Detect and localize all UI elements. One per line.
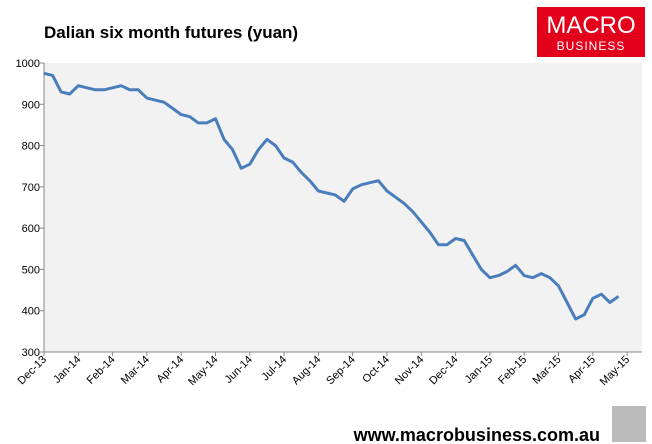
x-tick-label: Sep-14 [324,354,358,388]
x-tick-label: Jun-14 [223,354,255,386]
x-tick-label: Oct-14 [360,354,392,386]
data-line [43,71,620,321]
y-tick-label: 500 [22,264,40,276]
x-tick-label: Mar-14 [119,354,152,387]
x-tick-label: Jul-14 [260,354,290,384]
wolf-icon [612,406,646,442]
y-tick-label: 800 [22,141,40,153]
logo-text: MACRO [546,12,635,39]
chart-title: Dalian six month futures (yuan) [44,23,298,42]
y-tick-label: 900 [22,99,40,111]
y-tick-label: 400 [22,306,40,318]
logo-text: BUSINESS [557,39,626,53]
source: www.macrobusiness.com.au [353,425,600,444]
x-tick-label: Jan-14 [51,354,83,386]
x-tick-label: Feb-15 [496,354,529,387]
x-tick-label: Nov-14 [393,354,427,388]
x-tick-label: May-14 [186,354,220,388]
x-tick-label: Dec-14 [427,354,461,388]
x-tick-label: Jan-15 [463,354,495,386]
y-tick-label: 700 [22,182,40,194]
x-tick-label: Feb-14 [85,354,118,387]
y-tick-label: 300 [22,347,40,359]
x-tick-label: May-15 [598,354,632,388]
y-tick-label: 1000 [16,58,40,70]
x-tick-label: Mar-15 [530,354,563,387]
logo-box [537,7,645,57]
plot-area [44,63,642,352]
x-tick-label: Apr-14 [154,354,186,386]
y-tick-label: 600 [22,223,40,235]
x-tick-label: Aug-14 [290,354,324,388]
x-tick-label: Apr-15 [566,354,598,386]
